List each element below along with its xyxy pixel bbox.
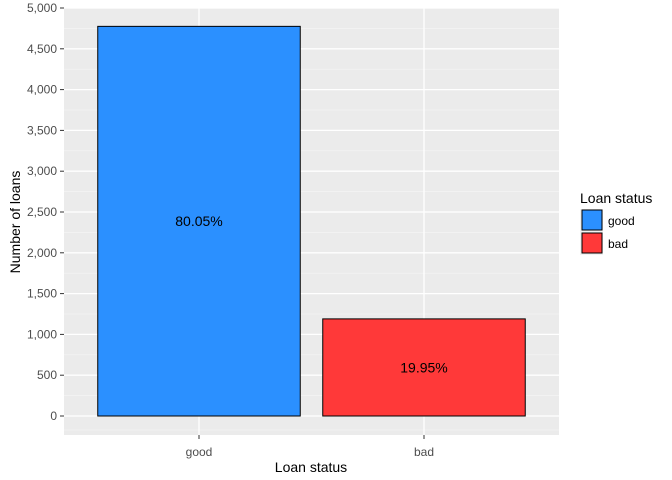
y-tick-label: 2,500 <box>27 205 57 219</box>
legend: Loan status good bad <box>580 190 652 255</box>
y-tick-label: 0 <box>50 409 57 423</box>
x-axis-title: Loan status <box>275 459 347 475</box>
bar-labels: 80.05% 19.95% <box>175 213 447 375</box>
bars <box>97 25 526 417</box>
y-tick-label: 2,000 <box>27 246 57 260</box>
bar-label-bad: 19.95% <box>400 359 447 375</box>
x-tick-label-bad: bad <box>414 445 434 459</box>
y-tick-label: 3,500 <box>27 123 57 137</box>
legend-items: good bad <box>580 209 635 255</box>
legend-label-bad: bad <box>608 237 628 251</box>
bar-good <box>97 25 301 417</box>
y-axis-ticks: 0 500 1,000 1,500 2,000 2,500 3,000 3,500 4,000 4… <box>27 1 64 423</box>
y-tick-label: 4,500 <box>27 42 57 56</box>
y-tick-label: 4,000 <box>27 83 57 97</box>
y-tick-label: 5,000 <box>27 1 57 15</box>
y-tick-label: 1,000 <box>27 327 57 341</box>
y-tick-label: 500 <box>37 368 57 382</box>
x-axis-ticks: good bad <box>186 435 434 459</box>
y-tick-label: 1,500 <box>27 287 57 301</box>
y-axis-title: Number of loans <box>7 171 23 274</box>
x-tick-label-good: good <box>186 445 213 459</box>
legend-swatch-good <box>581 209 603 231</box>
bar-label-good: 80.05% <box>175 213 222 229</box>
legend-label-good: good <box>608 214 635 228</box>
legend-title: Loan status <box>580 190 652 206</box>
y-tick-label: 3,000 <box>27 164 57 178</box>
bar-bad <box>322 318 526 417</box>
legend-swatch-bad <box>581 232 603 254</box>
